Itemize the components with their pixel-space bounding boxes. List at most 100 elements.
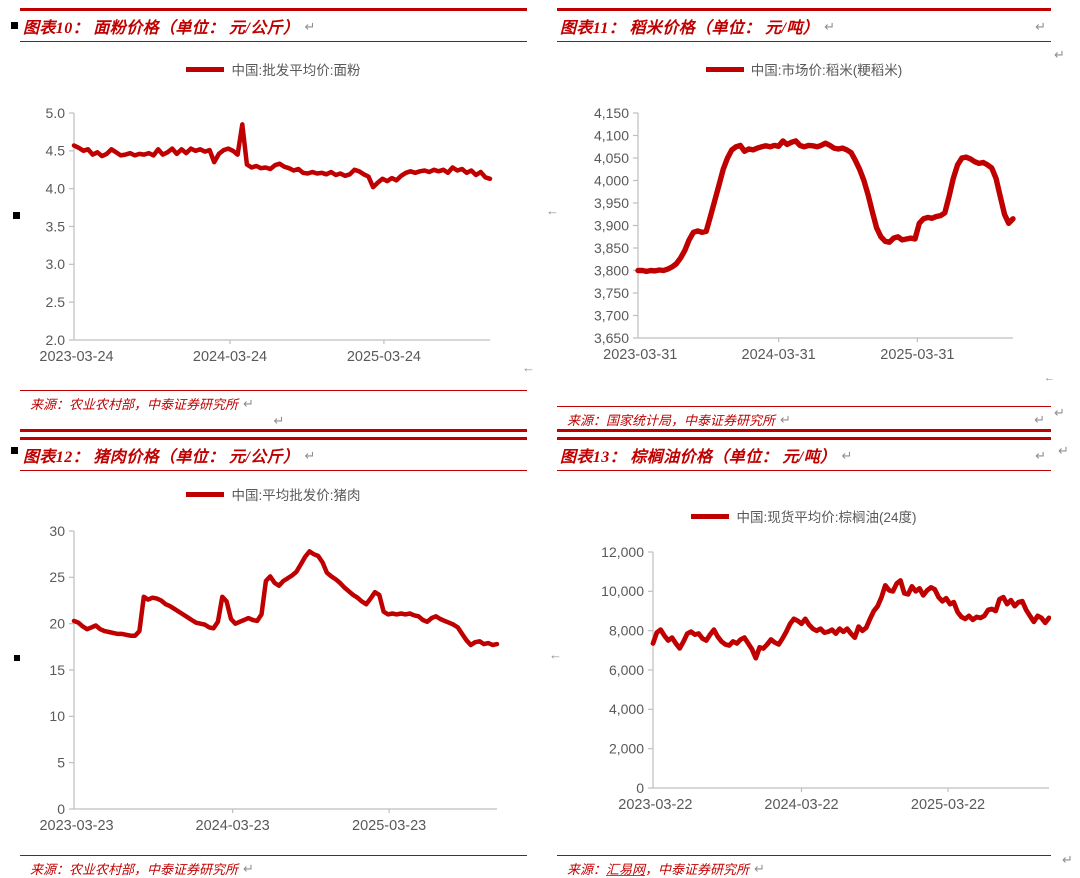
figure-12-legend: 中国:平均批发价:猪肉 [20,483,527,505]
paragraph-mark-icon: ↵ [304,18,316,34]
figure-13-source: 来源： 汇易网 ，中泰证券研究所 ↵ [557,855,1051,878]
source-label: 来源： [567,413,607,428]
svg-text:2025-03-31: 2025-03-31 [880,347,954,363]
svg-text:4,000: 4,000 [609,701,644,717]
paragraph-mark-icon: ↵ [243,861,254,876]
svg-text:2025-03-24: 2025-03-24 [347,349,421,365]
svg-text:0: 0 [636,780,644,796]
svg-text:2023-03-24: 2023-03-24 [39,349,113,365]
figure-11-legend: 中国:市场价:稻米(粳稻米) [557,58,1051,80]
source-label: 来源： [30,397,70,412]
figure-10-caption: 图表10： 面粉价格（单位： 元/公斤） ↵ [20,11,527,42]
figure-10-legend: 中国:批发平均价:面粉 [20,58,527,80]
figure-10-source: 来源： 农业农村部，中泰证券研究所 ↵ ↵ [20,390,527,429]
svg-text:2023-03-23: 2023-03-23 [39,818,113,834]
figure-10-title: 图表10： 面粉价格（单位： 元/公斤） [23,20,300,37]
margin-bullet-square [13,212,20,219]
svg-text:3,800: 3,800 [594,262,629,278]
svg-text:3,850: 3,850 [594,240,629,256]
paragraph-mark-icon: ↵ [1054,405,1065,420]
svg-text:5: 5 [57,755,65,771]
svg-text:4,050: 4,050 [594,150,629,166]
svg-text:25: 25 [49,569,65,585]
svg-text:4.0: 4.0 [46,181,66,197]
svg-text:15: 15 [49,662,65,678]
paragraph-mark-icon: ↵ [1035,18,1046,34]
legend-line-swatch [691,513,730,519]
svg-text:2023-03-22: 2023-03-22 [618,797,692,813]
svg-text:6,000: 6,000 [609,662,644,678]
figure-13-legend: 中国:现货平均价:棕榈油(24度) [557,505,1051,527]
svg-text:3.5: 3.5 [46,218,66,234]
legend-line-swatch [705,66,744,72]
figure-13-title: 图表13： 棕榈油价格（单位： 元/吨） [560,449,837,466]
svg-text:2.5: 2.5 [46,294,66,310]
svg-text:2024-03-31: 2024-03-31 [742,347,816,363]
paragraph-mark-icon: ↵ [243,396,254,411]
figure-12-pork: 图表12： 猪肉价格（单位： 元/公斤） ↵ 中国:平均批发价:猪肉 30 25 2… [20,437,527,878]
paragraph-mark-icon: ↵ [824,18,836,34]
svg-text:5.0: 5.0 [46,105,66,121]
wrap-arrow-icon: ← [1044,372,1055,384]
legend-label: 中国:市场价:稻米(粳稻米) [750,63,903,78]
paragraph-mark-icon: ↵ [1062,852,1073,867]
svg-text:2025-03-23: 2025-03-23 [352,818,426,834]
wrap-arrow-icon: ← [546,203,559,218]
figure-11-caption: 图表11： 稻米价格（单位： 元/吨） ↵ ↵ [557,11,1051,42]
svg-text:4,000: 4,000 [594,172,629,188]
svg-text:3,650: 3,650 [594,330,629,346]
source-label: 来源： [30,862,70,877]
svg-text:3.0: 3.0 [46,256,66,272]
svg-text:2024-03-24: 2024-03-24 [193,349,267,365]
svg-text:8,000: 8,000 [609,623,644,639]
figure-11-rice: 图表11： 稻米价格（单位： 元/吨） ↵ ↵ 中国:市场价:稻米(粳稻米) 4… [557,8,1051,432]
paragraph-mark-icon: ↵ [841,447,853,463]
source-text: ，中泰证券研究所 [645,862,750,877]
svg-text:3,750: 3,750 [594,285,629,301]
svg-text:30: 30 [49,523,65,539]
figure-13-caption: 图表13： 棕榈油价格（单位： 元/吨） ↵ ↵ [557,440,1051,471]
source-text: 农业农村部，中泰证券研究所 [69,397,239,412]
paragraph-mark-icon: ↵ [1054,47,1065,62]
figure-10-flour: 图表10： 面粉价格（单位： 元/公斤） ↵ 中国:批发平均价:面粉 5.0 4.… [20,8,527,432]
svg-text:10: 10 [49,708,65,724]
svg-text:2025-03-22: 2025-03-22 [911,797,985,813]
svg-text:0: 0 [57,801,65,817]
paragraph-mark-icon: ↵ [754,861,765,876]
svg-text:3,900: 3,900 [594,217,629,233]
figure-12-title: 图表12： 猪肉价格（单位： 元/公斤） [23,449,300,466]
list-bullet-square [11,447,18,454]
svg-text:2024-03-22: 2024-03-22 [764,797,838,813]
paragraph-mark-icon: ↵ [1035,447,1046,463]
paragraph-mark-icon: ↵ [1058,443,1069,458]
paragraph-mark-icon: ↵ [1034,412,1045,427]
figure-13-palm-oil: 图表13： 棕榈油价格（单位： 元/吨） ↵ ↵ 中国:现货平均价:棕榈油(24… [557,437,1051,878]
list-bullet-square [11,22,18,29]
legend-label: 中国:平均批发价:猪肉 [231,488,361,503]
svg-text:4,150: 4,150 [594,105,629,121]
figure-11-source: 来源： 国家统计局，中泰证券研究所 ↵ ↵ [557,406,1051,429]
figure-12-caption: 图表12： 猪肉价格（单位： 元/公斤） ↵ [20,440,527,471]
margin-bullet-square [14,655,20,661]
svg-text:10,000: 10,000 [601,583,644,599]
svg-text:2,000: 2,000 [609,741,644,757]
paragraph-mark-icon: ↵ [304,447,316,463]
svg-text:2.0: 2.0 [46,332,66,348]
palm-oil-price-line-chart: 12,000 10,000 8,000 6,000 4,000 2,000 02023-03… [601,544,1051,813]
legend-label: 中国:现货平均价:棕榈油(24度) [736,510,917,525]
svg-text:4,100: 4,100 [594,127,629,143]
figure-11-title: 图表11： 稻米价格（单位： 元/吨） [560,20,820,37]
source-link[interactable]: 汇易网 [606,862,646,877]
rice-price-line-chart: 4,150 4,100 4,050 4,000 3,950 3,900 3,850 3,800… [594,105,1016,363]
svg-text:2023-03-31: 2023-03-31 [603,347,677,363]
svg-text:2024-03-23: 2024-03-23 [196,818,270,834]
source-label: 来源： [567,862,607,877]
svg-text:3,950: 3,950 [594,195,629,211]
paragraph-mark-icon: ↵ [780,412,791,427]
wrap-arrow-icon: ← [549,647,562,662]
source-text: 国家统计局，中泰证券研究所 [606,413,776,428]
svg-text:12,000: 12,000 [601,544,644,560]
